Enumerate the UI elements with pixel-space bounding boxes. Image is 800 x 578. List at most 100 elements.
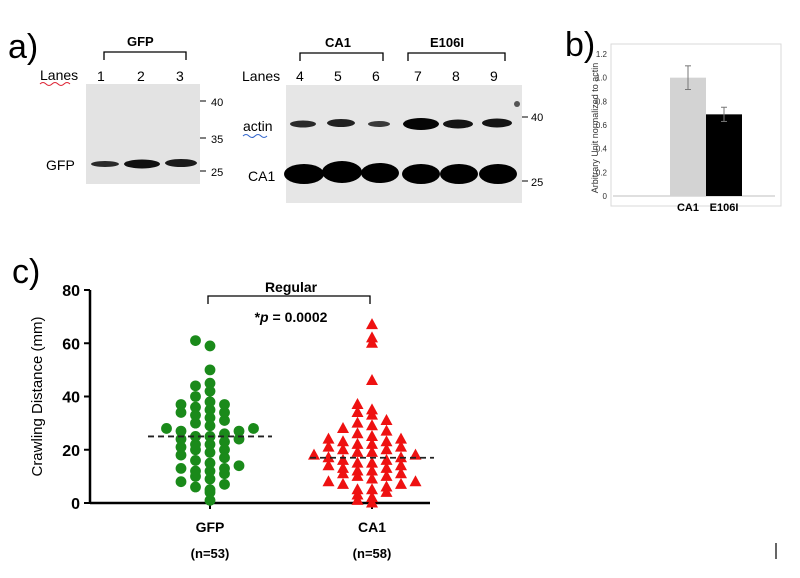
ca1-group-label: CA1 bbox=[325, 35, 351, 50]
ca1-band-lane-6 bbox=[361, 163, 399, 183]
data-point-gfp bbox=[204, 377, 216, 389]
actin-band-lane-5 bbox=[327, 119, 355, 127]
x-sublabel: (n=58) bbox=[353, 546, 392, 561]
panel-a-letter: a) bbox=[8, 28, 38, 66]
data-point-ca1 bbox=[366, 318, 378, 330]
data-point-gfp bbox=[175, 425, 187, 437]
data-point-ca1 bbox=[395, 432, 407, 444]
lane-6-label: 6 bbox=[372, 68, 380, 84]
bar-e106i bbox=[706, 114, 742, 196]
p-value-annotation: *p = 0.0002 bbox=[255, 309, 328, 325]
x-tick-label: CA1 bbox=[677, 202, 699, 214]
data-point-gfp bbox=[219, 428, 230, 440]
data-point-ca1 bbox=[366, 437, 378, 449]
data-point-ca1 bbox=[322, 451, 335, 463]
data-point-ca1 bbox=[337, 435, 349, 447]
data-point-gfp bbox=[219, 462, 230, 474]
lanes-label-left: Lanes bbox=[40, 67, 78, 83]
data-point-ca1 bbox=[337, 421, 349, 433]
x-tick-label: GFP bbox=[196, 519, 225, 535]
data-point-gfp bbox=[190, 465, 201, 477]
data-point-ca1 bbox=[395, 451, 407, 463]
data-point-gfp bbox=[190, 335, 201, 346]
data-point-gfp bbox=[175, 407, 187, 418]
spellcheck-underline bbox=[242, 134, 268, 138]
data-point-ca1 bbox=[366, 331, 378, 343]
data-point-gfp bbox=[175, 476, 187, 488]
data-point-ca1 bbox=[351, 483, 364, 495]
marker-label-40: 40 bbox=[211, 97, 223, 109]
x-tick-label: E106I bbox=[710, 202, 739, 214]
lane-5-label: 5 bbox=[334, 68, 342, 84]
significance-bracket bbox=[207, 295, 371, 304]
data-point-gfp bbox=[190, 431, 201, 442]
data-point-ca1 bbox=[380, 480, 393, 492]
data-point-gfp bbox=[175, 441, 187, 453]
lane-3-label: 3 bbox=[176, 68, 184, 84]
data-point-ca1 bbox=[395, 477, 407, 489]
data-point-ca1 bbox=[366, 456, 378, 468]
gfp-group-label: GFP bbox=[127, 34, 154, 49]
y-tick-label: 80 bbox=[62, 283, 80, 300]
data-point-ca1 bbox=[395, 467, 407, 479]
y-tick-label: 20 bbox=[62, 443, 80, 460]
marker-label-25-right: 25 bbox=[531, 177, 543, 189]
data-point-gfp bbox=[190, 455, 201, 466]
data-point-ca1 bbox=[337, 443, 349, 455]
y-tick-label: 40 bbox=[62, 390, 80, 407]
y-tick-label: 0 bbox=[603, 192, 608, 201]
data-point-gfp bbox=[219, 399, 230, 410]
data-point-ca1 bbox=[366, 403, 378, 415]
data-point-gfp bbox=[219, 478, 230, 490]
data-point-ca1 bbox=[380, 413, 393, 425]
ca1-band-lane-4 bbox=[284, 164, 324, 184]
gfp-group-bracket bbox=[103, 51, 187, 60]
data-point-ca1 bbox=[351, 397, 364, 409]
bracket-label: Regular bbox=[265, 279, 318, 295]
lane-2-label: 2 bbox=[137, 68, 145, 84]
x-sublabel: (n=53) bbox=[191, 546, 230, 561]
data-point-gfp bbox=[190, 409, 201, 421]
data-point-ca1 bbox=[366, 429, 378, 441]
actin-band-lane-8 bbox=[443, 119, 473, 129]
data-point-ca1 bbox=[351, 405, 364, 417]
data-point-gfp bbox=[204, 420, 216, 432]
data-point-ca1 bbox=[308, 448, 320, 460]
data-point-ca1 bbox=[409, 475, 422, 487]
blot-speck bbox=[514, 101, 520, 107]
actin-band-lane-9 bbox=[482, 118, 512, 128]
actin-band-lane-7 bbox=[403, 118, 439, 130]
data-point-gfp bbox=[204, 404, 216, 416]
y-tick-label: 60 bbox=[62, 336, 80, 353]
data-point-gfp bbox=[248, 423, 259, 434]
data-point-gfp bbox=[219, 452, 230, 464]
data-point-gfp bbox=[219, 415, 230, 426]
bar-ca1 bbox=[670, 77, 706, 196]
data-point-ca1 bbox=[322, 440, 335, 452]
data-point-ca1 bbox=[380, 469, 393, 481]
ca1-blot-image bbox=[286, 85, 522, 203]
data-point-ca1 bbox=[366, 419, 378, 431]
e106i-group-bracket bbox=[407, 52, 506, 61]
y-tick-label: 0 bbox=[71, 496, 80, 513]
y-tick-label: 1.0 bbox=[596, 74, 608, 83]
actin-band-label: actin bbox=[243, 118, 273, 134]
data-point-ca1 bbox=[380, 435, 393, 447]
ca1-band-lane-5 bbox=[322, 161, 362, 183]
y-axis-label: Crawling Distance (mm) bbox=[29, 316, 46, 476]
data-point-ca1 bbox=[351, 416, 364, 428]
data-point-ca1 bbox=[395, 459, 407, 471]
data-point-ca1 bbox=[366, 483, 378, 495]
data-point-ca1 bbox=[366, 464, 378, 476]
data-point-ca1 bbox=[337, 477, 349, 489]
data-point-ca1 bbox=[351, 464, 364, 476]
data-point-gfp bbox=[175, 462, 187, 474]
data-point-ca1 bbox=[380, 461, 393, 473]
data-point-ca1 bbox=[380, 453, 393, 465]
data-point-gfp bbox=[190, 391, 201, 402]
ca1-band-label: CA1 bbox=[248, 168, 275, 184]
data-point-ca1 bbox=[322, 459, 335, 471]
data-point-ca1 bbox=[351, 456, 364, 468]
data-point-ca1 bbox=[366, 491, 378, 503]
